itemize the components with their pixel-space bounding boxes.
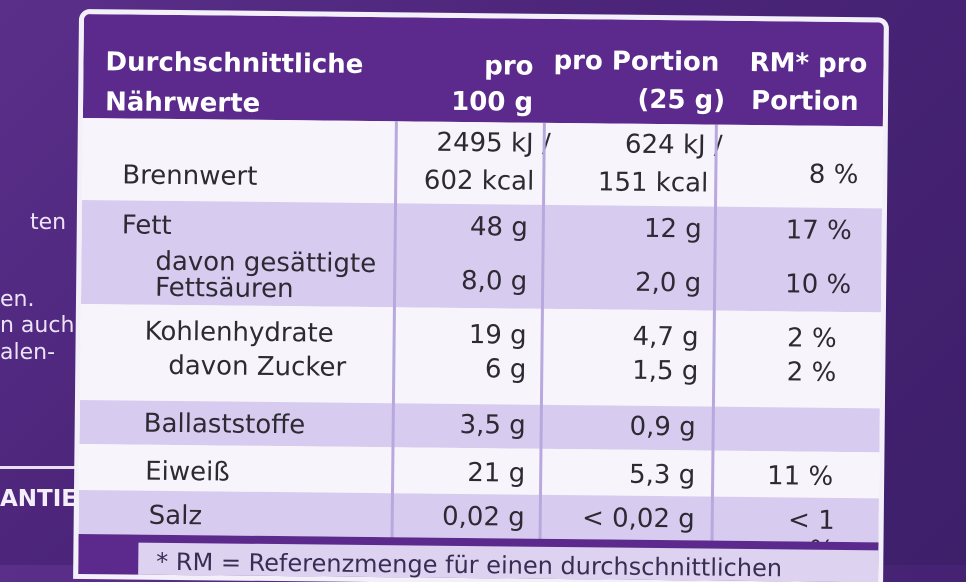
row-gesaettigte-portion: 2,0 g <box>634 267 702 299</box>
header-portion-line2: (25 g) <box>637 84 726 116</box>
row-fett-rm: 17 % <box>785 215 852 247</box>
row-fett-portion: 12 g <box>643 213 702 245</box>
row-gesaettigte-label-2: Fettsäuren <box>154 272 294 305</box>
row-kohlenhydrate: Kohlenhydrate 19 g 4,7 g 2 % davon Zucke… <box>79 303 881 409</box>
row-brennwert-rm: 8 % <box>808 159 859 191</box>
row-ballaststoffe-100: 3,5 g <box>459 409 526 441</box>
row-brennwert-label: Brennwert <box>122 160 258 192</box>
row-kohlenhydrate-label: Kohlenhydrate <box>144 316 334 349</box>
row-fett-100: 48 g <box>469 212 528 243</box>
nutrition-table: Durchschnittliche Nährwerte pro 100 g pr… <box>78 14 884 582</box>
row-eiweiss-portion: 5,3 g <box>628 459 696 491</box>
row-brennwert-portion-kj: 624 kJ / <box>624 129 723 161</box>
row-brennwert-portion-kcal: 151 kcal <box>597 167 709 199</box>
row-brennwert-100-kj: 2495 kJ / <box>436 127 551 159</box>
row-salz-portion: < 0,02 g <box>581 503 695 535</box>
header-100-line2: 100 g <box>451 86 534 118</box>
side-text-4: alen- <box>0 340 56 365</box>
side-text-2: en. <box>0 287 35 312</box>
row-ballaststoffe-rm <box>760 413 836 414</box>
row-kohlenhydrate-portion: 4,7 g <box>632 321 699 353</box>
header-100-line1: pro <box>484 51 534 82</box>
row-zucker-label: davon Zucker <box>168 350 347 383</box>
header-rm-line1: RM* pro <box>749 47 868 80</box>
row-salz-label: Salz <box>148 500 203 532</box>
row-zucker-portion: 1,5 g <box>632 355 699 387</box>
row-eiweiss-100: 21 g <box>467 458 526 489</box>
side-divider <box>0 466 106 469</box>
row-salz-100: 0,02 g <box>441 501 525 533</box>
row-kohlenhydrate-100: 19 g <box>468 320 527 351</box>
row-eiweiss-label: Eiweiß <box>145 456 230 488</box>
row-ballaststoffe-portion: 0,9 g <box>629 411 696 443</box>
side-bold-text: ANTIE! <box>0 486 88 512</box>
side-text-1: ten <box>30 210 67 235</box>
side-text-3: n auch <box>0 313 75 338</box>
row-eiweiss: Eiweiß 21 g 5,3 g 11 % <box>79 443 880 499</box>
row-ballaststoffe-label: Ballaststoffe <box>143 408 306 441</box>
row-zucker-rm: 2 % <box>786 357 837 388</box>
row-zucker-100: 6 g <box>484 354 527 385</box>
row-gesaettigte-100: 8,0 g <box>460 265 528 297</box>
header-label-line1: Durchschnittliche <box>105 47 364 80</box>
row-brennwert-100-kcal: 602 kcal <box>423 165 535 197</box>
row-brennwert: Brennwert 2495 kJ / 602 kcal 624 kJ / 15… <box>82 117 883 209</box>
table-header: Durchschnittliche Nährwerte pro 100 g pr… <box>82 14 884 127</box>
header-portion-line1: pro Portion <box>553 45 720 78</box>
header-rm-line2: Portion <box>750 85 859 118</box>
row-fett: Fett 48 g 12 g 17 % davon gesättigte Fet… <box>80 199 883 313</box>
row-gesaettigte-rm: 10 % <box>784 269 852 301</box>
row-eiweiss-rm: 11 % <box>766 461 834 492</box>
header-label-line2: Nährwerte <box>104 87 261 119</box>
row-kohlenhydrate-rm: 2 % <box>786 323 837 354</box>
row-fett-label: Fett <box>121 210 172 241</box>
